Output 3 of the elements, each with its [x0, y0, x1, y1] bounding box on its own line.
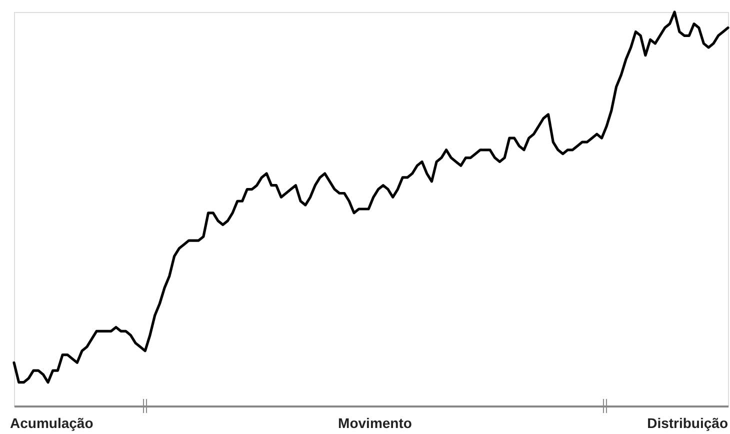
text: Movimento — [338, 415, 412, 431]
text: Distribuição — [647, 415, 728, 431]
text: Acumulação — [10, 415, 94, 431]
